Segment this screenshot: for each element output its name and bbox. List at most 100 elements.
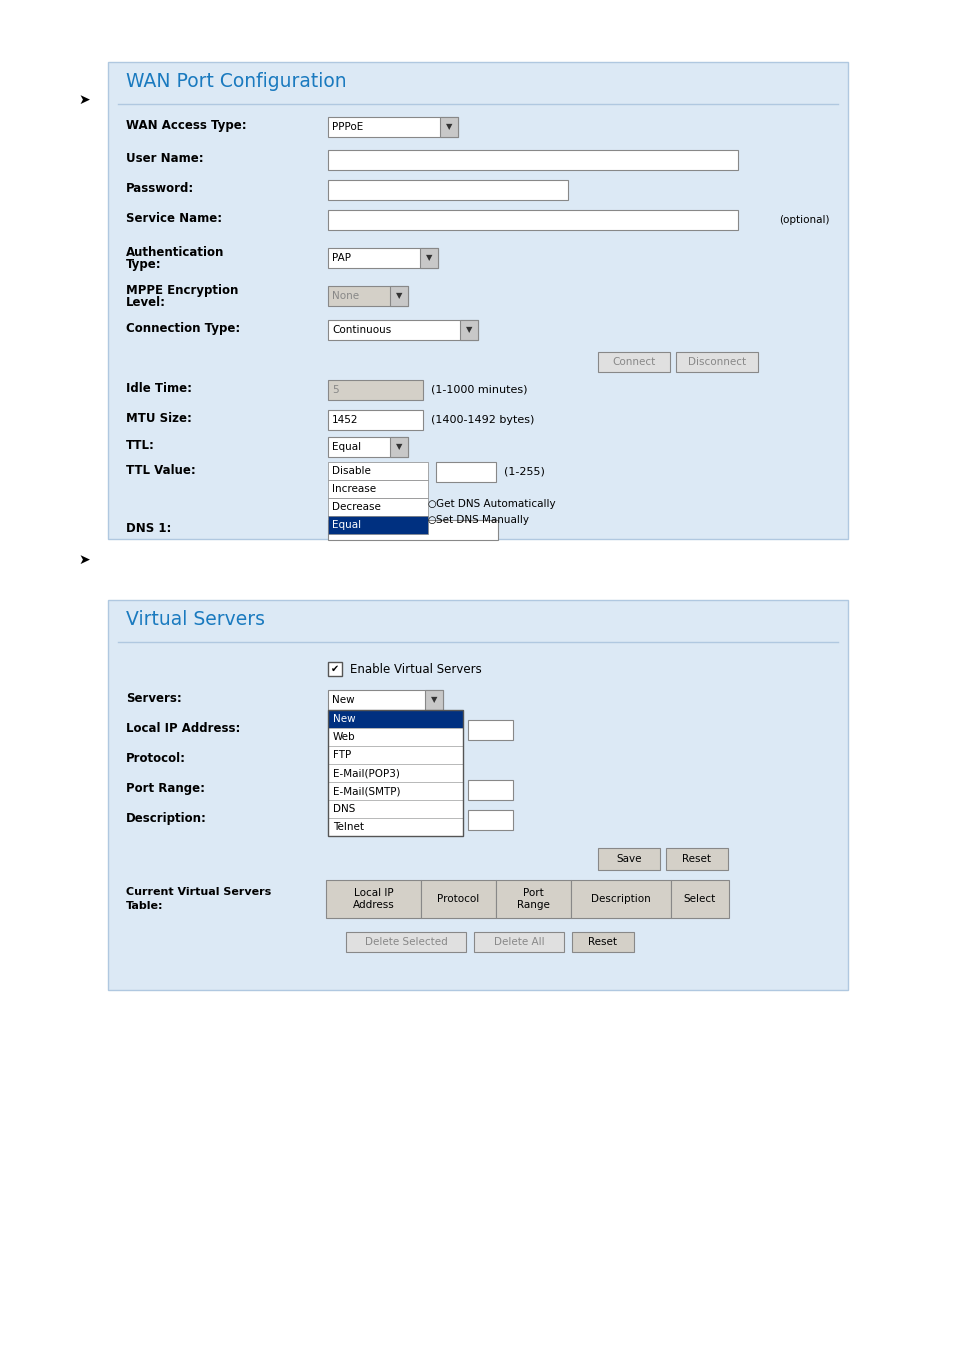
Bar [328,286,408,306]
Text: Decrease: Decrease [332,502,380,512]
Text: Web: Web [333,732,355,742]
Text: DNS 1:: DNS 1: [126,522,172,535]
Text: New: New [333,714,355,724]
Bar [328,710,462,728]
Bar [328,764,462,782]
Bar [108,62,847,539]
Bar [328,462,428,481]
Bar [108,599,847,990]
Bar [346,931,465,952]
Text: Get DNS Automatically: Get DNS Automatically [436,500,555,509]
Text: (optional): (optional) [779,215,829,225]
Text: WAN Port Configuration: WAN Port Configuration [126,72,346,90]
Text: ○: ○ [428,514,436,525]
Bar [676,352,758,373]
Text: ▼: ▼ [445,123,452,131]
Text: Protocol: Protocol [436,894,479,904]
Text: WAN Access Type:: WAN Access Type: [126,119,247,132]
Bar [328,710,462,836]
Text: Reset: Reset [681,855,711,864]
Text: ✔: ✔ [331,664,338,674]
Text: Description:: Description: [126,811,207,825]
Bar [665,848,727,869]
Text: Service Name:: Service Name: [126,212,222,225]
Text: Local IP
Address: Local IP Address [353,888,394,910]
Bar [571,880,670,918]
Text: ➤: ➤ [78,554,90,567]
Text: Current Virtual Servers: Current Virtual Servers [126,887,271,896]
Bar [390,286,408,306]
Bar [598,352,669,373]
Text: Description: Description [591,894,650,904]
Bar [328,520,497,540]
Text: 5: 5 [332,385,338,396]
Bar [326,880,420,918]
Text: Type:: Type: [126,258,161,271]
Text: DNS: DNS [333,805,355,814]
Text: Telnet: Telnet [333,822,364,832]
Text: Local IP Address:: Local IP Address: [126,722,240,734]
Bar [424,690,442,710]
Bar [328,662,341,676]
Text: User Name:: User Name: [126,153,203,165]
Text: ▼: ▼ [431,695,436,705]
Text: ▼: ▼ [465,325,472,335]
Text: 1452: 1452 [332,414,358,425]
Bar [328,690,442,710]
Text: Disable: Disable [332,466,371,477]
Text: Disconnect: Disconnect [687,356,745,367]
Bar [468,720,513,740]
Text: Set DNS Manually: Set DNS Manually [436,514,529,525]
Bar [390,437,408,458]
Bar [328,516,428,535]
Bar [328,818,462,836]
Text: Port
Range: Port Range [517,888,549,910]
Text: Servers:: Servers: [126,693,182,705]
Text: Delete Selected: Delete Selected [364,937,447,946]
Text: TTL Value:: TTL Value: [126,464,195,477]
Bar [459,320,477,340]
Bar [468,780,513,801]
Text: MPPE Encryption: MPPE Encryption [126,284,238,297]
Text: Virtual Servers: Virtual Servers [126,610,265,629]
Text: Delete All: Delete All [493,937,544,946]
Bar [328,150,738,170]
Text: Idle Time:: Idle Time: [126,382,192,396]
Text: PPPoE: PPPoE [332,122,363,132]
Bar [328,498,428,516]
Text: Connection Type:: Connection Type: [126,323,240,335]
Text: (1400-1492 bytes): (1400-1492 bytes) [431,414,534,425]
Bar [328,379,422,400]
Bar [468,810,513,830]
Bar [670,880,728,918]
Text: Password:: Password: [126,182,194,194]
Bar [598,848,659,869]
Bar [328,180,567,200]
Bar [419,248,437,269]
Bar [328,410,422,431]
Text: E-Mail(POP3): E-Mail(POP3) [333,768,399,778]
Text: Select: Select [683,894,716,904]
Text: Table:: Table: [126,900,163,911]
Bar [328,320,477,340]
Text: New: New [332,695,355,705]
Text: ▼: ▼ [395,443,402,451]
Text: ▼: ▼ [425,254,432,262]
Text: ➤: ➤ [78,93,90,107]
Text: (1-1000 minutes): (1-1000 minutes) [431,385,527,396]
Bar [328,211,738,230]
Bar [496,880,571,918]
Bar [328,782,462,801]
Text: Level:: Level: [126,296,166,309]
Text: FTP: FTP [333,751,351,760]
Text: Enable Virtual Servers: Enable Virtual Servers [350,663,481,676]
Text: ○: ○ [428,500,436,509]
Text: Reset: Reset [588,937,617,946]
Bar [328,117,457,136]
Text: Equal: Equal [332,520,361,531]
Bar [420,880,496,918]
Bar [328,248,437,269]
Text: E-Mail(SMTP): E-Mail(SMTP) [333,786,400,796]
Text: Connect: Connect [612,356,655,367]
Bar [328,728,462,747]
